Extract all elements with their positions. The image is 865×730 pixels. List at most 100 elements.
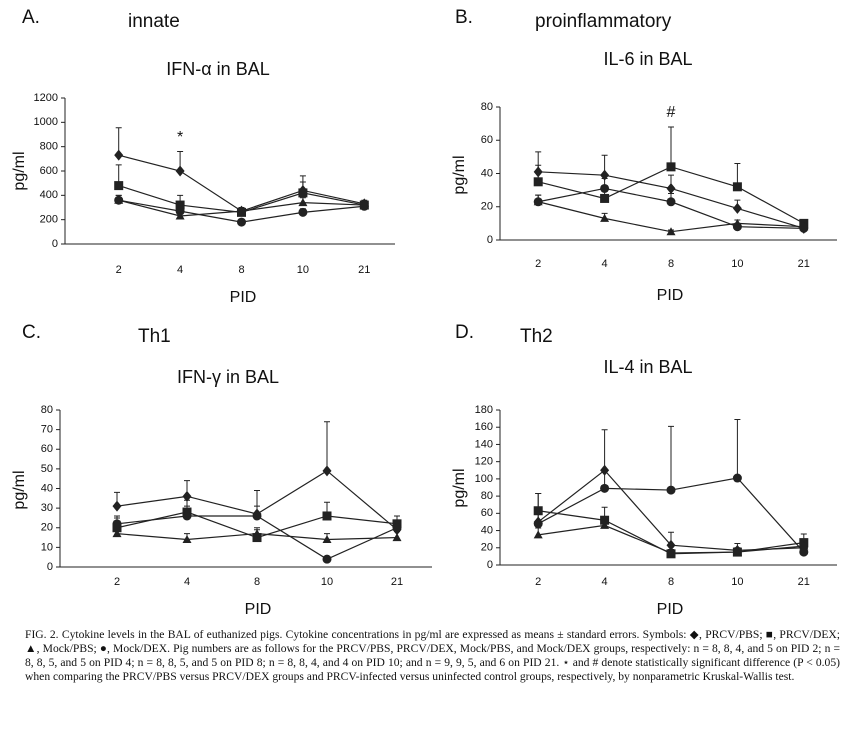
y-axis-label: pg/ml — [451, 155, 468, 194]
marker — [237, 217, 246, 227]
marker — [732, 202, 742, 214]
marker — [322, 465, 332, 477]
x-tick-label: 21 — [798, 258, 810, 270]
y-tick-label: 60 — [41, 443, 53, 455]
marker — [298, 198, 308, 207]
marker — [666, 227, 676, 236]
y-tick-label: 0 — [52, 238, 58, 250]
marker — [114, 181, 124, 191]
annotation: # — [667, 104, 676, 121]
y-tick-label: 400 — [40, 189, 58, 201]
marker — [112, 500, 122, 512]
y-tick-label: 600 — [40, 165, 58, 177]
marker — [666, 162, 676, 172]
marker — [600, 464, 610, 476]
series-line — [118, 154, 365, 212]
error-bar — [324, 421, 330, 471]
y-tick-label: 1000 — [34, 116, 58, 128]
y-tick-label: 60 — [481, 134, 493, 146]
y-axis-label: pg/ml — [451, 468, 468, 507]
marker — [600, 520, 610, 529]
y-tick-label: 0 — [487, 559, 493, 571]
marker — [732, 222, 742, 232]
marker — [252, 529, 262, 538]
x-tick-label: 8 — [668, 576, 674, 588]
panel-letter: D. — [455, 322, 474, 343]
marker — [666, 548, 676, 557]
panel-subtitle: Th2 — [520, 326, 553, 347]
y-tick-label: 30 — [41, 502, 53, 514]
panel-subtitle: Th1 — [138, 326, 171, 347]
x-tick-label: 21 — [358, 264, 370, 276]
x-tick-label: 10 — [731, 576, 743, 588]
y-tick-label: 10 — [41, 541, 53, 553]
y-tick-label: 100 — [475, 473, 493, 485]
x-tick-label: 4 — [602, 576, 608, 588]
x-axis-label: PID — [657, 601, 684, 618]
marker — [600, 183, 610, 193]
y-tick-label: 70 — [41, 424, 53, 436]
y-tick-label: 180 — [475, 404, 493, 416]
marker — [112, 519, 122, 529]
y-tick-label: 40 — [481, 167, 493, 179]
marker — [666, 182, 676, 194]
marker — [182, 490, 192, 502]
marker — [252, 533, 262, 543]
marker — [114, 149, 124, 161]
marker — [533, 519, 543, 529]
x-tick-label: 2 — [116, 264, 122, 276]
marker — [392, 523, 402, 533]
marker — [533, 177, 543, 187]
error-bar — [601, 429, 608, 471]
marker — [666, 539, 676, 551]
x-axis-label: PID — [230, 289, 257, 306]
marker — [175, 206, 185, 216]
marker — [298, 207, 308, 217]
y-tick-label: 140 — [475, 438, 493, 450]
y-tick-label: 20 — [481, 542, 493, 554]
marker — [533, 506, 543, 516]
marker — [799, 547, 809, 557]
y-tick-label: 60 — [481, 507, 493, 519]
marker — [392, 533, 402, 542]
panel-letter: B. — [455, 7, 473, 28]
y-tick-label: 80 — [481, 101, 493, 113]
y-tick-label: 80 — [41, 404, 53, 416]
chart-title: IL-6 in BAL — [603, 49, 692, 69]
marker — [237, 206, 246, 215]
marker — [298, 188, 308, 198]
marker — [359, 201, 369, 211]
y-tick-label: 1200 — [34, 92, 58, 104]
x-tick-label: 8 — [238, 264, 244, 276]
error-bar — [668, 126, 674, 167]
x-tick-label: 8 — [254, 576, 260, 588]
panel-letter: C. — [22, 322, 41, 343]
annotation: * — [177, 129, 183, 146]
marker — [799, 223, 809, 233]
chart-title: IL-4 in BAL — [603, 357, 692, 377]
y-tick-label: 160 — [475, 421, 493, 433]
x-tick-label: 21 — [391, 576, 403, 588]
marker — [600, 213, 610, 222]
marker — [175, 200, 185, 210]
y-tick-label: 20 — [41, 522, 53, 534]
y-tick-label: 120 — [475, 456, 493, 468]
panel-subtitle: proinflammatory — [535, 11, 672, 32]
error-bar — [668, 425, 674, 491]
x-tick-label: 2 — [114, 576, 120, 588]
marker — [182, 511, 192, 521]
marker — [175, 165, 185, 177]
marker — [322, 535, 332, 544]
panel: D. Th2 IL-4 in BAL pg/ml PID 0 20 40 60 80 100 120 1… — [451, 322, 837, 618]
y-tick-label: 40 — [41, 482, 53, 494]
x-tick-label: 10 — [297, 264, 309, 276]
x-tick-label: 10 — [731, 258, 743, 270]
x-axis-label: PID — [245, 601, 272, 618]
marker — [600, 483, 610, 493]
marker — [666, 197, 676, 207]
x-axis-label: PID — [657, 287, 684, 304]
x-tick-label: 10 — [321, 576, 333, 588]
chart-title: IFN-α in BAL — [166, 59, 269, 79]
